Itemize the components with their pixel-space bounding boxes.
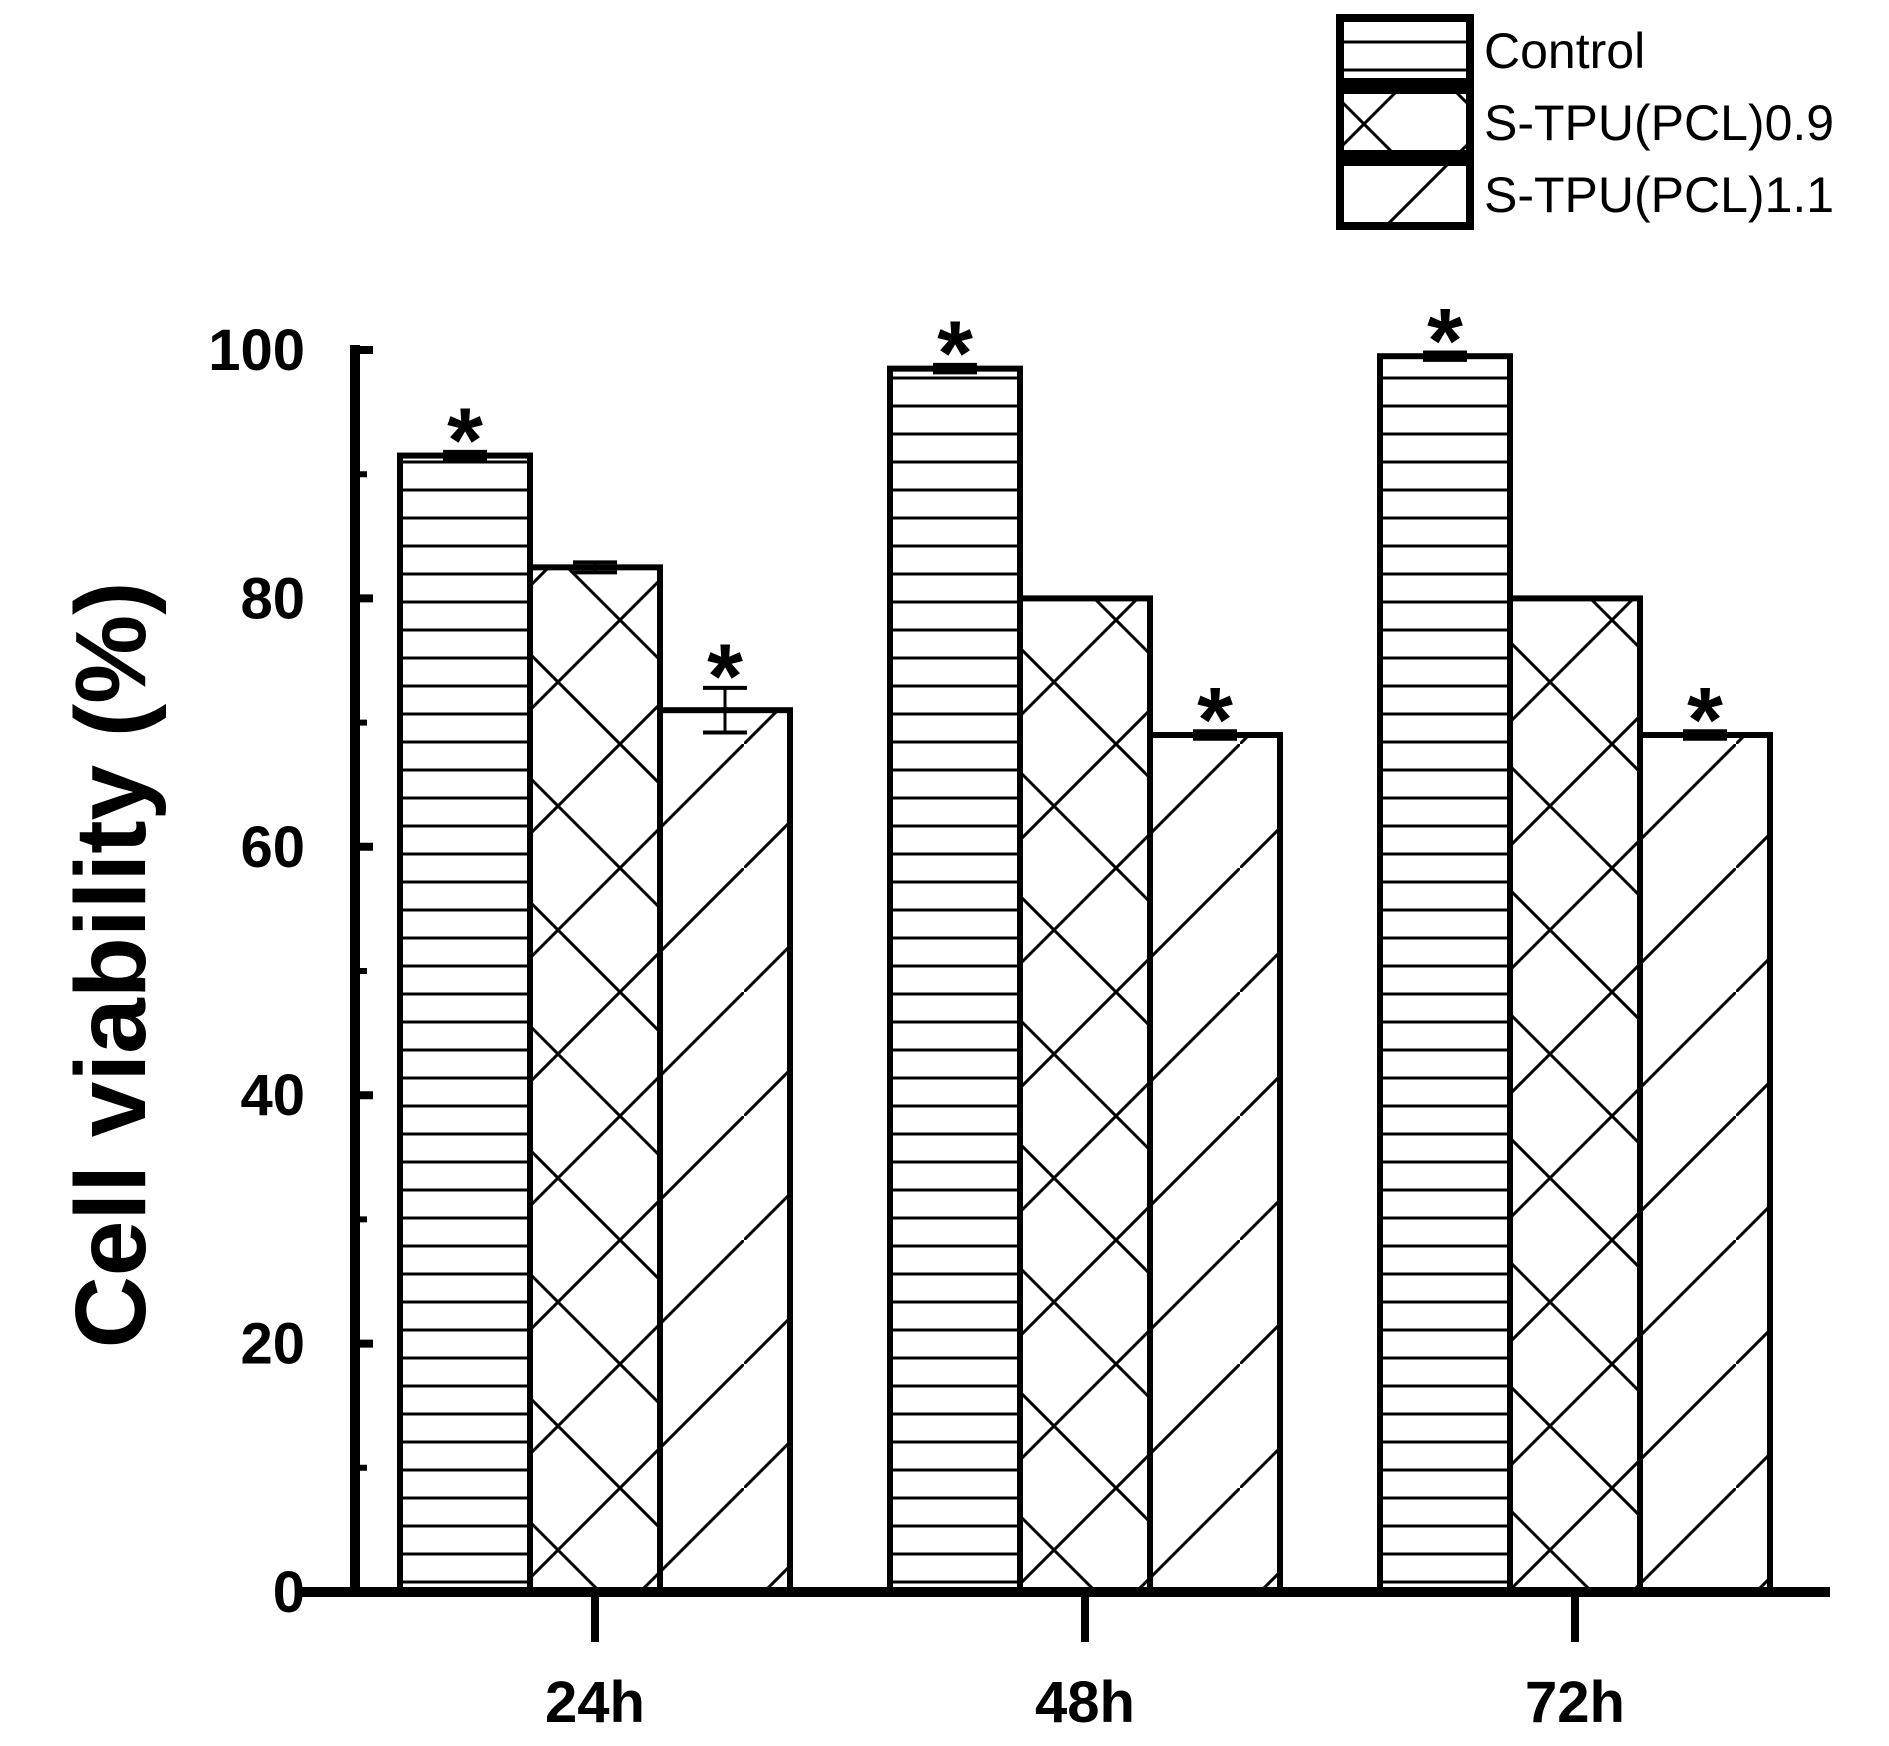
x-tick-label-24h: 24h xyxy=(545,1670,645,1735)
legend-label: S-TPU(PCL)1.1 xyxy=(1484,167,1834,223)
significance-marker: * xyxy=(1197,669,1233,771)
bar-crosshatch xyxy=(527,564,663,1595)
legend-swatch-diagonal-lines xyxy=(1336,158,1474,230)
y-tick-label: 80 xyxy=(240,566,305,631)
y-tick-label: 60 xyxy=(240,815,305,880)
legend-swatch-crosshatch xyxy=(1336,86,1474,158)
significance-marker: * xyxy=(1687,669,1723,771)
bar-horizontal-lines xyxy=(397,452,533,1596)
significance-markers-layer: * * * * * * xyxy=(447,290,1723,771)
bar-diagonal-lines xyxy=(657,707,793,1595)
significance-marker: * xyxy=(707,626,743,728)
bar-crosshatch xyxy=(1017,595,1153,1595)
bar-diagonal-lines xyxy=(1637,732,1773,1595)
bar-diagonal-lines xyxy=(1147,732,1283,1595)
bars-layer xyxy=(397,353,1773,1596)
error-bars-layer xyxy=(443,350,1727,741)
y-tick-label: 0 xyxy=(273,1560,305,1625)
significance-marker: * xyxy=(1427,290,1463,392)
x-ticks: 24h 48h 72h xyxy=(545,1592,1625,1735)
significance-marker: * xyxy=(447,390,483,492)
significance-marker: * xyxy=(937,303,973,405)
y-tick-label: 100 xyxy=(208,318,305,383)
y-tick-label: 20 xyxy=(240,1312,305,1377)
legend: Control S-TPU(PCL)0.9 S-TPU(PCL)1.1 xyxy=(1336,14,1834,230)
bar-horizontal-lines xyxy=(1377,353,1513,1596)
y-axis-title: Cell viability (%) xyxy=(55,582,167,1349)
legend-swatch-horizontal-lines xyxy=(1336,14,1474,86)
x-tick-label-48h: 48h xyxy=(1035,1670,1135,1735)
bar-crosshatch xyxy=(1507,595,1643,1595)
legend-label: S-TPU(PCL)0.9 xyxy=(1484,95,1834,151)
x-tick-label-72h: 72h xyxy=(1525,1670,1625,1735)
y-axis-title-group: Cell viability (%) xyxy=(55,582,167,1349)
bar-horizontal-lines xyxy=(887,365,1023,1595)
y-tick-label: 40 xyxy=(240,1063,305,1128)
y-ticks: 0 20 40 60 80 100 xyxy=(208,318,373,1625)
legend-label: Control xyxy=(1484,23,1645,79)
